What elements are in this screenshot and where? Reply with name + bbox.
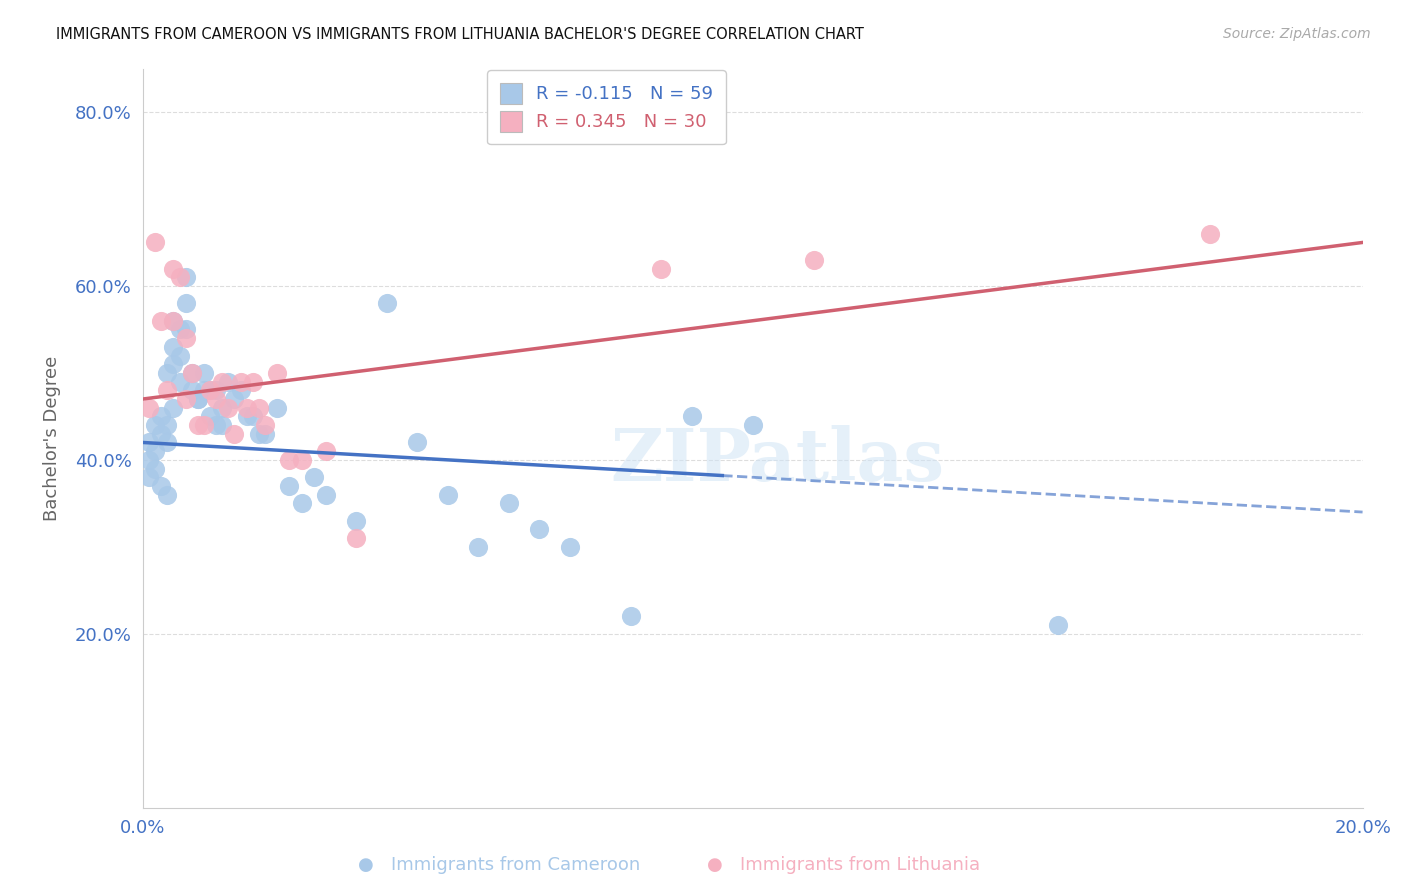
- Point: [229, 384, 252, 398]
- Point: [187, 392, 209, 406]
- Point: [193, 384, 215, 398]
- Point: [162, 401, 184, 415]
- Point: [169, 349, 191, 363]
- Point: [174, 322, 197, 336]
- Point: [138, 470, 160, 484]
- Point: [198, 409, 221, 424]
- Point: [290, 453, 312, 467]
- Point: [529, 523, 551, 537]
- Point: [217, 375, 239, 389]
- Point: [375, 296, 398, 310]
- Point: [174, 270, 197, 285]
- Point: [198, 384, 221, 398]
- Point: [150, 409, 173, 424]
- Point: [205, 418, 228, 433]
- Point: [174, 392, 197, 406]
- Point: [650, 261, 672, 276]
- Point: [224, 426, 246, 441]
- Point: [193, 366, 215, 380]
- Point: [180, 366, 202, 380]
- Point: [211, 375, 233, 389]
- Point: [169, 270, 191, 285]
- Point: [266, 401, 288, 415]
- Point: [162, 261, 184, 276]
- Point: [138, 435, 160, 450]
- Text: ●   Immigrants from Cameroon: ● Immigrants from Cameroon: [359, 856, 640, 874]
- Point: [406, 435, 429, 450]
- Point: [344, 531, 367, 545]
- Point: [162, 314, 184, 328]
- Point: [150, 314, 173, 328]
- Point: [156, 384, 179, 398]
- Point: [620, 609, 643, 624]
- Point: [138, 401, 160, 415]
- Point: [242, 409, 264, 424]
- Point: [253, 418, 276, 433]
- Point: [143, 444, 166, 458]
- Point: [169, 322, 191, 336]
- Point: [150, 426, 173, 441]
- Point: [169, 375, 191, 389]
- Point: [278, 453, 301, 467]
- Text: ZIPatlas: ZIPatlas: [610, 425, 945, 496]
- Point: [1046, 618, 1069, 632]
- Point: [302, 470, 325, 484]
- Point: [315, 488, 337, 502]
- Point: [143, 235, 166, 250]
- Point: [174, 296, 197, 310]
- Point: [193, 418, 215, 433]
- Text: Source: ZipAtlas.com: Source: ZipAtlas.com: [1223, 27, 1371, 41]
- Point: [156, 435, 179, 450]
- Y-axis label: Bachelor's Degree: Bachelor's Degree: [44, 356, 60, 521]
- Point: [138, 453, 160, 467]
- Point: [1199, 227, 1222, 241]
- Point: [150, 479, 173, 493]
- Point: [224, 392, 246, 406]
- Point: [741, 418, 763, 433]
- Point: [344, 514, 367, 528]
- Text: ●   Immigrants from Lithuania: ● Immigrants from Lithuania: [707, 856, 980, 874]
- Point: [247, 426, 270, 441]
- Point: [290, 496, 312, 510]
- Point: [205, 384, 228, 398]
- Point: [235, 409, 257, 424]
- Point: [205, 392, 228, 406]
- Point: [681, 409, 703, 424]
- Point: [242, 375, 264, 389]
- Point: [211, 418, 233, 433]
- Point: [187, 392, 209, 406]
- Point: [253, 426, 276, 441]
- Point: [278, 479, 301, 493]
- Point: [235, 401, 257, 415]
- Point: [143, 461, 166, 475]
- Point: [143, 418, 166, 433]
- Point: [467, 540, 489, 554]
- Point: [498, 496, 520, 510]
- Point: [156, 488, 179, 502]
- Point: [315, 444, 337, 458]
- Point: [437, 488, 460, 502]
- Point: [247, 401, 270, 415]
- Point: [198, 384, 221, 398]
- Point: [174, 331, 197, 345]
- Point: [187, 418, 209, 433]
- Point: [180, 384, 202, 398]
- Point: [180, 366, 202, 380]
- Point: [803, 252, 825, 267]
- Text: IMMIGRANTS FROM CAMEROON VS IMMIGRANTS FROM LITHUANIA BACHELOR'S DEGREE CORRELAT: IMMIGRANTS FROM CAMEROON VS IMMIGRANTS F…: [56, 27, 865, 42]
- Point: [162, 340, 184, 354]
- Point: [211, 401, 233, 415]
- Point: [558, 540, 581, 554]
- Point: [229, 375, 252, 389]
- Legend: R = -0.115   N = 59, R = 0.345   N = 30: R = -0.115 N = 59, R = 0.345 N = 30: [488, 70, 725, 145]
- Point: [266, 366, 288, 380]
- Point: [162, 357, 184, 371]
- Point: [156, 366, 179, 380]
- Point: [162, 314, 184, 328]
- Point: [156, 418, 179, 433]
- Point: [217, 401, 239, 415]
